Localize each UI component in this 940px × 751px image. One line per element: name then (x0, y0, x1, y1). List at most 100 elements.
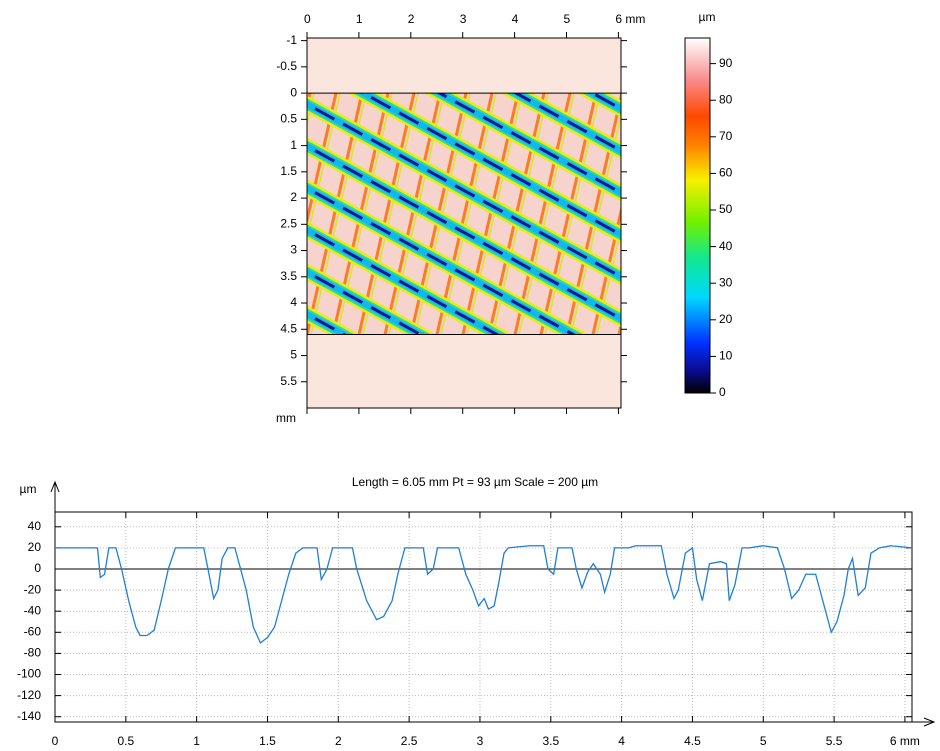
y-tick-label: 4.5 (280, 321, 297, 335)
x-axis-arrow (912, 717, 936, 727)
y-tick-label: -60 (24, 624, 42, 638)
groove-core (512, 93, 621, 153)
cell-wall (853, 93, 908, 334)
x-tick-label: 4 (618, 734, 625, 748)
colorbar-label: µm (699, 10, 716, 24)
cell-wall (617, 318, 621, 335)
cell-wall-edge (805, 93, 860, 334)
cell-wall-edge (831, 93, 886, 334)
y-axis-arrow (50, 480, 60, 512)
x-tick-label: 5 (760, 734, 767, 748)
height-map-pattern (0, 93, 940, 335)
x-tick-label: 1 (193, 734, 200, 748)
y-tick-label: 2 (290, 190, 297, 204)
y-tick-label: 0 (290, 85, 297, 99)
y-tick-label: 3.5 (280, 269, 297, 283)
groove-core (307, 228, 500, 335)
y-tick-label: 3 (290, 243, 297, 257)
x-tick-label: 0.5 (117, 734, 134, 748)
y-tick-label: -0.5 (276, 59, 297, 73)
cell-wall (0, 93, 50, 334)
cell-wall (99, 93, 154, 334)
y-tick-label: -20 (24, 582, 42, 596)
cell-wall (513, 93, 572, 335)
y-tick-label: 20 (28, 540, 42, 554)
colorbar-tick-label: 60 (719, 166, 733, 180)
x-tick-label: 1 (356, 12, 363, 26)
cell-wall-edge (857, 93, 912, 334)
x-tick-label: 4 (512, 12, 519, 26)
groove-core (360, 93, 621, 237)
profile-line (55, 545, 913, 644)
cell-wall (229, 93, 284, 334)
x-tick-label: 5.5 (826, 734, 843, 748)
groove-core (307, 270, 424, 335)
cell-wall (177, 93, 232, 334)
cell-wall (203, 93, 258, 334)
y-tick-label: -80 (24, 646, 42, 660)
plot-frame (54, 511, 913, 723)
y-tick-label: 1.5 (280, 164, 297, 178)
y-tick-label: 40 (28, 519, 42, 533)
cell-wall-edge (307, 93, 315, 128)
cell-wall-edge (77, 93, 132, 334)
x-tick-label: 6 mm (615, 12, 645, 26)
x-tick-label: 5 (564, 12, 571, 26)
cell-wall (307, 93, 312, 114)
cell-wall-edge (25, 93, 80, 334)
cell-wall (73, 93, 128, 334)
cell-wall-edge (440, 93, 497, 335)
y-tick-label: 2.5 (280, 216, 297, 230)
cell-wall-edge (596, 225, 621, 335)
cell-wall-edge (909, 93, 940, 334)
colorbar-tick-label: 80 (719, 92, 733, 106)
y-tick-label: -120 (17, 688, 41, 702)
x-tick-label: 2 (408, 12, 415, 26)
y-tick-label: 1 (290, 138, 297, 152)
groove-core (307, 102, 621, 279)
cell-wall-edge (362, 93, 419, 335)
y-tick-label: 0 (34, 561, 41, 575)
cell-wall-edge (207, 93, 262, 334)
chart-title: Length = 6.05 mm Pt = 93 µm Scale = 200 … (352, 475, 598, 489)
y-tick-label: -140 (17, 709, 41, 723)
cell-wall-edge (51, 93, 106, 334)
colorbar-tick-label: 20 (719, 312, 733, 326)
cell-wall-edge (181, 93, 236, 334)
cell-wall (905, 93, 940, 334)
x-tick-label: 2.5 (401, 734, 418, 748)
x-tick-label: 4.5 (684, 734, 701, 748)
cell-wall-edge (883, 93, 938, 334)
cell-wall (125, 93, 180, 334)
cell-wall-edge (518, 93, 575, 335)
colorbar-tick-label: 40 (719, 239, 733, 253)
y-tick-label: -40 (24, 603, 42, 617)
cell-wall (151, 93, 206, 334)
y-axis-label: mm (276, 411, 296, 425)
colorbar-tick-label: 70 (719, 129, 733, 143)
colorbar-tick-label: 50 (719, 202, 733, 216)
y-tick-label: -1 (286, 33, 297, 47)
y-tick-label: 0.5 (280, 112, 297, 126)
cell-wall-edge (307, 93, 341, 242)
x-tick-label: 0 (304, 12, 311, 26)
cell-wall (931, 93, 940, 334)
colorbar-tick-label: 30 (719, 275, 733, 289)
cell-wall-edge (155, 93, 210, 334)
x-tick-label: 2 (335, 734, 342, 748)
y-tick-label: 4 (290, 295, 297, 309)
groove-core (307, 144, 621, 321)
cell-wall (435, 93, 494, 335)
x-tick-label: 3 (460, 12, 467, 26)
cell-wall-edge (129, 93, 184, 334)
cell-wall-edge (623, 93, 678, 334)
cell-wall (827, 93, 882, 334)
groove-core (307, 186, 577, 335)
cell-wall-edge (233, 93, 288, 334)
colorbar-tick-label: 90 (719, 56, 733, 70)
cell-wall-edge (0, 93, 54, 334)
colorbar-tick-label: 10 (719, 349, 733, 363)
y-tick-label: 5 (290, 348, 297, 362)
